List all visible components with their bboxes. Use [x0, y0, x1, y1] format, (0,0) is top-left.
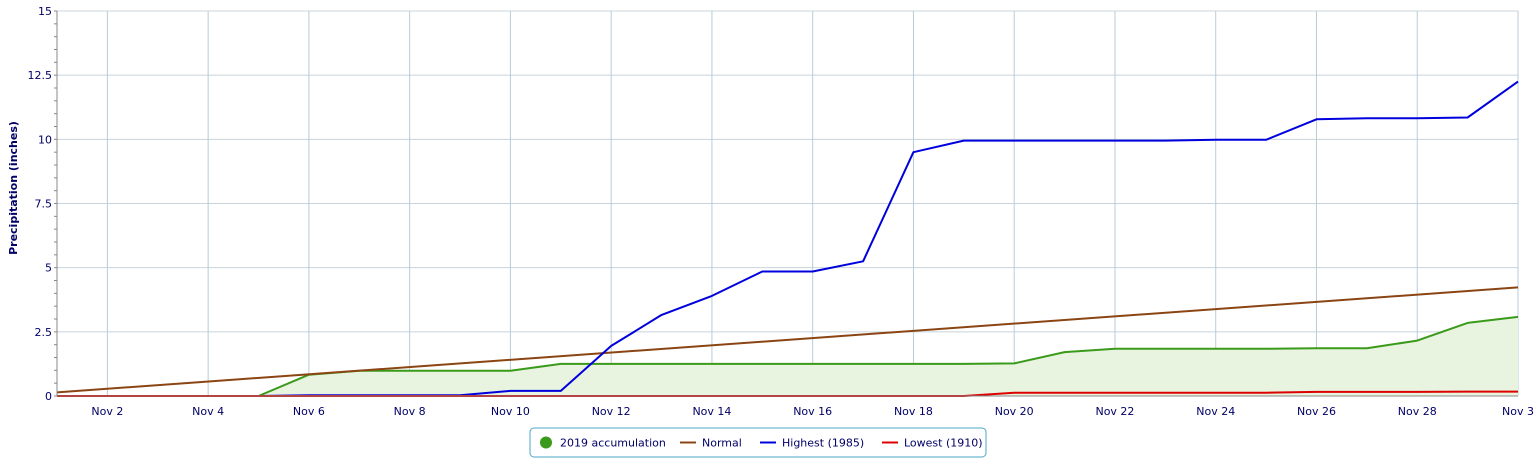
legend-box	[529, 427, 987, 458]
y-tick-label-3: 7.5	[35, 198, 53, 211]
x-tick-label-9: Nov 20	[995, 405, 1034, 418]
y-axis-title: Precipitation (inches)	[7, 121, 20, 255]
y-tick-label-4: 10	[38, 133, 52, 146]
series-line-1	[56, 286, 1519, 394]
x-tick-label-14: Nov 3	[1502, 405, 1534, 418]
grid	[57, 10, 1519, 396]
x-tick-label-6: Nov 14	[692, 405, 731, 418]
series-area-0	[57, 316, 1518, 396]
x-tick-label-8: Nov 18	[894, 405, 933, 418]
y-tick-labels: 0 2.5 5 7.5 10 12.5 15	[28, 5, 53, 403]
y-tick-label-0: 0	[45, 390, 52, 403]
x-tick-label-13: Nov 28	[1398, 405, 1437, 418]
x-tick-label-3: Nov 8	[394, 405, 426, 418]
x-tick-label-1: Nov 4	[192, 405, 224, 418]
y-tick-label-1: 2.5	[35, 326, 53, 339]
axes	[56, 11, 1518, 397]
legend-label-1: Normal	[702, 437, 742, 450]
legend-marker-0	[540, 436, 552, 449]
x-tick-label-12: Nov 26	[1297, 405, 1336, 418]
x-tick-label-2: Nov 6	[293, 405, 325, 418]
x-tick-labels: Nov 2 Nov 4 Nov 6 Nov 8 Nov 10 Nov 12 Nov 14 No…	[91, 405, 1534, 418]
legend-label-0: 2019 accumulation	[560, 437, 666, 450]
x-tick-label-10: Nov 22	[1095, 405, 1134, 418]
y-tick-label-2: 5	[45, 262, 52, 275]
x-tick-label-11: Nov 24	[1196, 405, 1235, 418]
series-line-0	[57, 315, 1519, 397]
y-tick-label-5: 12.5	[28, 69, 53, 82]
series-layer	[56, 80, 1519, 397]
x-tick-label-4: Nov 10	[491, 405, 530, 418]
legend: 2019 accumulation Normal Highest (1985) Low…	[529, 427, 987, 458]
x-tick-label-7: Nov 16	[793, 405, 832, 418]
y-tick-label-6: 15	[38, 5, 52, 18]
x-tick-label-0: Nov 2	[91, 405, 123, 418]
legend-label-2: Highest (1985)	[782, 437, 864, 450]
legend-label-3: Lowest (1910)	[904, 437, 983, 450]
x-tick-label-5: Nov 12	[592, 405, 631, 418]
